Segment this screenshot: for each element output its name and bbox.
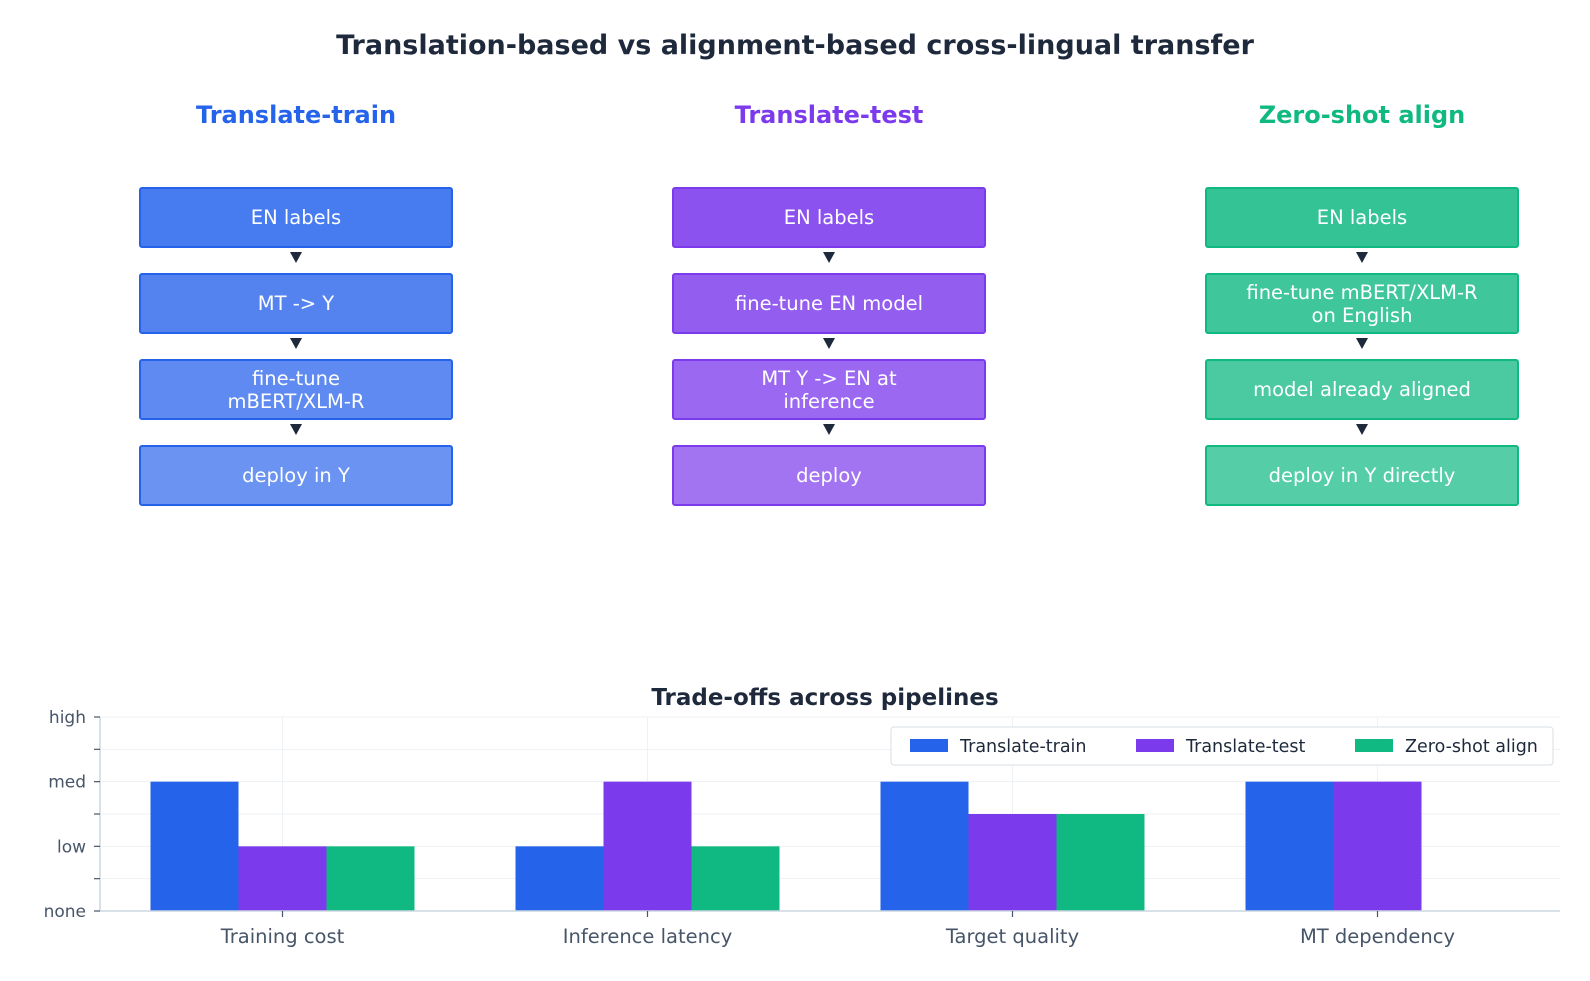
chart-legend [890, 726, 1554, 766]
bar [1245, 781, 1334, 911]
pipeline-step: deploy [672, 445, 986, 506]
bar [603, 781, 692, 911]
pipeline-title: Zero-shot align [1258, 101, 1466, 129]
pipeline-step: MT -> Y [139, 273, 453, 334]
flow-arrow [823, 252, 835, 263]
pipeline-step: fine-tune mBERT/XLM-R on English [1205, 273, 1519, 334]
flow-arrow [823, 424, 835, 435]
bar [515, 846, 604, 911]
pipeline-step: deploy in Y [139, 445, 453, 506]
x-tick-label: Training cost [220, 925, 345, 948]
legend-swatch [1355, 739, 1393, 752]
flow-arrow [1356, 424, 1368, 435]
page-title: Translation-based vs alignment-based cro… [336, 30, 1254, 61]
legend-label: Translate-train [959, 737, 1087, 757]
y-tick-label: low [57, 837, 86, 857]
pipeline-title: Translate-train [195, 101, 397, 129]
y-tick-label: high [49, 708, 86, 728]
pipeline-step: model already aligned [1205, 359, 1519, 420]
legend-swatch [1136, 739, 1174, 752]
legend-label: Zero-shot align [1405, 737, 1538, 757]
y-tick-label: med [48, 773, 86, 793]
pipeline-step: MT Y -> EN at inference [672, 359, 986, 420]
flow-arrow [823, 338, 835, 349]
bar [238, 846, 327, 911]
pipeline-step: EN labels [672, 187, 986, 248]
flow-arrow [290, 424, 302, 435]
pipeline-step: EN labels [1205, 187, 1519, 248]
flow-arrow [290, 252, 302, 263]
bar [1333, 781, 1422, 911]
pipeline-step: deploy in Y directly [1205, 445, 1519, 506]
legend-swatch [910, 739, 948, 752]
x-tick-label: MT dependency [1300, 925, 1455, 948]
flow-arrow [1356, 338, 1368, 349]
pipeline-step: fine-tune mBERT/XLM-R [139, 359, 453, 420]
pipeline-step: EN labels [139, 187, 453, 248]
bar [880, 781, 969, 911]
legend-label: Translate-test [1185, 737, 1306, 757]
y-tick-label: none [44, 902, 86, 922]
bar [326, 846, 415, 911]
bar [968, 814, 1057, 911]
flow-arrow [1356, 252, 1368, 263]
flow-arrow [290, 338, 302, 349]
pipeline-step: fine-tune EN model [672, 273, 986, 334]
bar [691, 846, 780, 911]
x-tick-label: Inference latency [563, 925, 732, 948]
bar [1056, 814, 1145, 911]
bar [150, 781, 239, 911]
chart-title: Trade-offs across pipelines [651, 685, 998, 711]
pipeline-title: Translate-test [734, 101, 924, 129]
x-tick-label: Target quality [945, 925, 1079, 948]
